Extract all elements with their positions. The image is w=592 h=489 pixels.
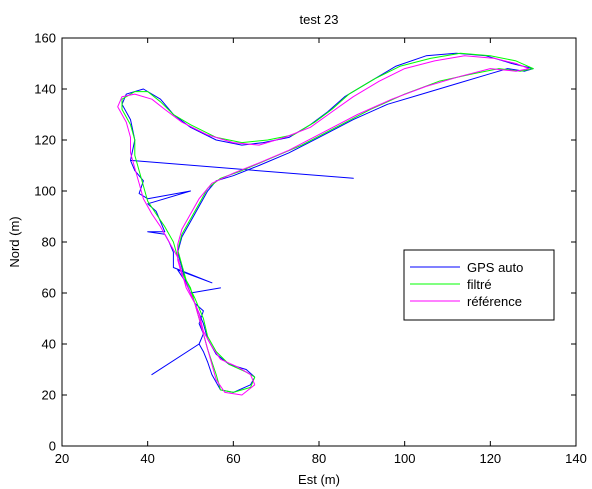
y-tick-label: 60	[42, 286, 56, 301]
y-tick-label: 80	[42, 235, 56, 250]
x-tick-label: 40	[140, 451, 154, 466]
legend: GPS auto filtré référence	[403, 249, 555, 321]
legend-entry: GPS auto	[467, 260, 523, 275]
y-tick-label: 120	[34, 133, 56, 148]
x-tick-label: 60	[226, 451, 240, 466]
x-tick-label: 20	[55, 451, 69, 466]
legend-box	[403, 249, 555, 321]
chart-title: test 23	[299, 12, 338, 27]
series-lines	[117, 52, 534, 396]
y-tick-label: 0	[49, 439, 56, 454]
legend-entry: filtré	[467, 277, 492, 292]
x-tick-label: 80	[312, 451, 326, 466]
series-line	[117, 55, 530, 396]
y-tick-label: 160	[34, 31, 56, 46]
y-tick-label: 20	[42, 388, 56, 403]
y-tick-label: 40	[42, 337, 56, 352]
y-axis-label: Nord (m)	[7, 216, 22, 267]
plot-area	[61, 37, 577, 447]
x-tick-label: 100	[394, 451, 416, 466]
x-axis-label: Est (m)	[298, 472, 340, 487]
legend-entry: référence	[467, 294, 522, 309]
x-tick-label: 120	[479, 451, 501, 466]
y-tick-label: 140	[34, 82, 56, 97]
x-tick-label: 140	[565, 451, 587, 466]
y-tick-label: 100	[34, 184, 56, 199]
